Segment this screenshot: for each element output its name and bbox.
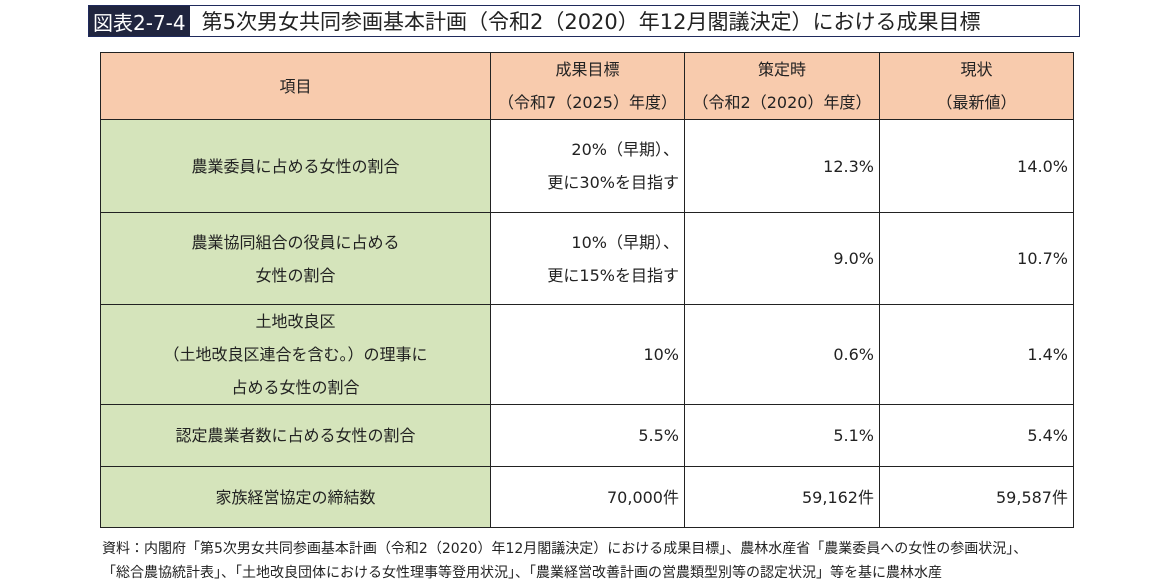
cell-line: （令和7（2025）年度） (498, 93, 677, 112)
header-cell: 策定時 （令和2（2020）年度） (684, 52, 880, 120)
cell-line: （最新値） (936, 93, 1017, 112)
cell-line: 現状 (960, 60, 993, 79)
cell-line: 5.5% (638, 426, 679, 445)
row: 家族経営協定の締結数 70,000件 59,162件 59,587件 (100, 466, 1074, 528)
cell-line: 家族経営協定の締結数 (215, 487, 376, 507)
value-cell: 5.5% (490, 404, 685, 467)
value-cell: 1.4% (879, 304, 1074, 405)
value-cell: 5.4% (879, 404, 1074, 467)
cell-line: 女性の割合 (255, 265, 336, 285)
source-note: 資料：内閣府「第5次男女共同参画基本計画（令和2（2020）年12月閣議決定）に… (102, 541, 1028, 557)
item-cell: 農業協同組合の役員に占める 女性の割合 (100, 212, 491, 305)
value-cell: 10%（早期）、更に15%を目指す (490, 212, 685, 305)
figure-title: 第5次男女共同参画基本計画（令和2（2020）年12月閣議決定）における成果目標 (201, 10, 981, 34)
cell-line: （令和2（2020）年度） (692, 93, 872, 112)
value-cell: 70,000件 (490, 466, 685, 528)
header-cell: 現状 （最新値） (879, 52, 1074, 120)
cell-line: 認定農業者数に占める女性の割合 (175, 426, 416, 445)
item-cell: 認定農業者数に占める女性の割合 (100, 404, 491, 467)
value-cell: 59,587件 (879, 466, 1074, 528)
cell-line: （土地改良区連合を含む。）の理事に (163, 345, 428, 364)
value-cell: 0.6% (684, 304, 880, 405)
cell-line: 更に15%を目指す (547, 265, 679, 285)
cell-line: 14.0% (1017, 156, 1068, 176)
value-cell: 10% (490, 304, 685, 405)
item-cell: 土地改良区 （土地改良区連合を含む。）の理事に 占める女性の割合 (100, 304, 491, 405)
value-cell: 14.0% (879, 119, 1074, 213)
value-cell: 59,162件 (684, 466, 880, 528)
page: 図表2-7-4 第5次男女共同参画基本計画（令和2（2020）年12月閣議決定）… (88, 5, 1080, 581)
cell-line: 成果目標 (555, 60, 620, 79)
header-cell: 項目 (100, 52, 491, 120)
item-cell: 家族経営協定の締結数 (100, 466, 491, 528)
value-cell: 12.3% (684, 119, 880, 213)
cell-line: 10.7% (1017, 249, 1068, 268)
source-note: 「総合農協統計表」、「土地改良団体における女性理事等登用状況」、「農業経営改善計… (102, 565, 942, 581)
table: 項目 成果目標 （令和7（2025）年度） 策定時 （令和2（2020）年度） 現状 （最新… (100, 52, 1074, 528)
cell-line: 農業委員に占める女性の割合 (191, 156, 400, 176)
row: 土地改良区 （土地改良区連合を含む。）の理事に 占める女性の割合 10% 0.6% 1.4… (100, 304, 1074, 405)
cell-line: 10% (643, 345, 679, 364)
value-cell: 20%（早期）、更に30%を目指す (490, 119, 685, 213)
cell-line: 9.0% (833, 249, 874, 268)
header-cell: 成果目標 （令和7（2025）年度） (490, 52, 685, 120)
cell-line: 項目 (279, 76, 312, 96)
cell-line: 70,000件 (607, 487, 679, 507)
cell-line: 土地改良区 (255, 312, 336, 331)
cell-line: 10%（早期）、 (571, 232, 679, 252)
cell-line: 更に30%を目指す (547, 173, 679, 192)
cell-line: 20%（早期）、 (571, 140, 679, 159)
cell-line: 12.3% (823, 156, 874, 176)
row: 認定農業者数に占める女性の割合 5.5% 5.1% 5.4% (100, 404, 1074, 467)
title-box: 図表2-7-4 第5次男女共同参画基本計画（令和2（2020）年12月閣議決定）… (88, 5, 1080, 37)
cell-line: 1.4% (1027, 345, 1068, 364)
row: 農業委員に占める女性の割合 20%（早期）、更に30%を目指す 12.3% 14.0% (100, 119, 1074, 213)
value-cell: 9.0% (684, 212, 880, 305)
header-row: 項目 成果目標 （令和7（2025）年度） 策定時 （令和2（2020）年度） 現状 （最新… (100, 52, 1074, 120)
cell-line: 占める女性の割合 (231, 378, 360, 397)
cell-line: 農業協同組合の役員に占める (191, 232, 400, 252)
cell-line: 0.6% (833, 345, 874, 364)
cell-line: 59,587件 (996, 487, 1068, 507)
cell-line: 5.1% (833, 426, 874, 445)
cell-line: 策定時 (757, 60, 806, 79)
cell-line: 59,162件 (802, 487, 874, 507)
figure-label: 図表2-7-4 (89, 6, 190, 36)
item-cell: 農業委員に占める女性の割合 (100, 119, 491, 213)
value-cell: 5.1% (684, 404, 880, 467)
value-cell: 10.7% (879, 212, 1074, 305)
cell-line: 5.4% (1027, 426, 1068, 445)
row: 農業協同組合の役員に占める 女性の割合 10%（早期）、 更に15%を目指す 9.0% 1… (100, 212, 1074, 305)
